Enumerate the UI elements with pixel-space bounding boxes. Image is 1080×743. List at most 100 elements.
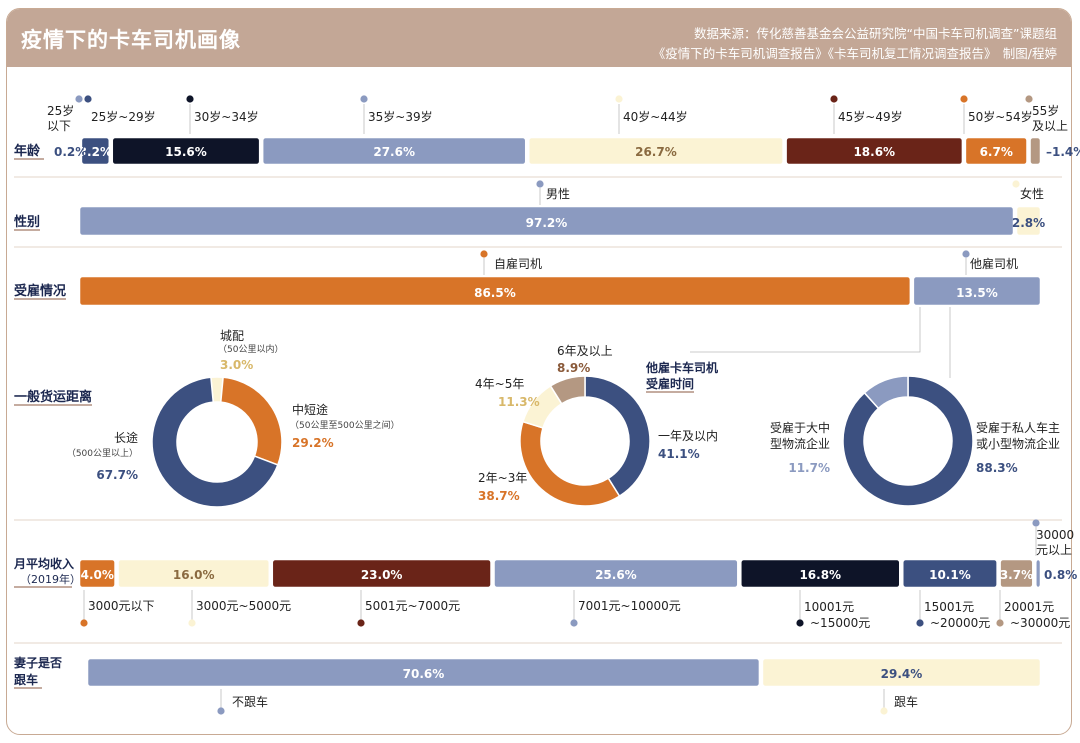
donut-category-label: 型物流企业 <box>770 436 830 451</box>
category-label: 他雇司机 <box>970 256 1018 271</box>
bar-value-label: 25.6% <box>595 568 637 582</box>
bar-value-label: 26.7% <box>635 145 677 159</box>
bar-value-label: 3.7% <box>1000 568 1033 582</box>
category-label: 不跟车 <box>232 694 268 709</box>
donut-category-note: （50公里以内） <box>218 343 283 355</box>
category-label: 10001元 <box>804 600 854 614</box>
row-label: 妻子是否 <box>14 655 62 670</box>
donut-category-label: 中短途 <box>292 402 328 417</box>
row-label: 月平均收入 <box>13 556 74 571</box>
bar-value-label: 70.6% <box>403 667 445 681</box>
donut-value-label: 11.7% <box>788 461 830 475</box>
bar-value-label: 0.2% <box>54 145 87 159</box>
category-label: ~15000元 <box>810 616 870 630</box>
infographic-frame: 疫情下的卡车司机画像 数据来源：传化慈善基金会公益研究院“中国卡车司机调查”课题… <box>6 8 1072 735</box>
donut-value-label: 29.2% <box>292 436 334 450</box>
category-dot <box>1032 519 1040 527</box>
donut-category-label: 6年及以上 <box>557 344 613 358</box>
bar-value-label: 16.0% <box>173 568 215 582</box>
donut-category-label: 受雇于大中 <box>770 420 830 435</box>
bar-value-label: 27.6% <box>373 145 415 159</box>
category-dot <box>360 95 368 103</box>
category-dot <box>880 707 888 715</box>
bar-value-label: 13.5% <box>956 286 998 300</box>
donut-value-label: 11.3% <box>498 395 540 409</box>
category-dot <box>615 95 623 103</box>
bar-value-label: 4.0% <box>81 568 114 582</box>
donut-slice <box>151 376 279 508</box>
category-label: 5001元~7000元 <box>365 599 460 613</box>
category-label: 自雇司机 <box>494 256 542 271</box>
category-label: 45岁~49岁 <box>838 109 903 124</box>
category-label: 50岁~54岁 <box>968 109 1033 124</box>
bar-segment <box>78 275 912 307</box>
category-label: 20001元 <box>1004 600 1054 614</box>
donut-category-label: 2年~3年 <box>478 471 527 485</box>
bar-segment <box>527 136 784 166</box>
donut-category-note: （500公里以上） <box>67 448 138 459</box>
donut-slice <box>842 375 974 507</box>
category-label: 女性 <box>1020 186 1044 201</box>
bar-value-label: 2.8% <box>1012 216 1045 230</box>
donut-category-label: 受雇于私人车主 <box>976 420 1060 435</box>
row-label: 跟车 <box>14 672 38 687</box>
bar-segment <box>261 136 527 166</box>
category-label: 30000 <box>1036 528 1074 542</box>
bar-value-label: –1.4% <box>1046 145 1080 159</box>
category-label: 元以上 <box>1036 543 1072 557</box>
category-label: 30岁~34岁 <box>194 109 259 124</box>
donut-value-label: 38.7% <box>478 489 520 503</box>
bar-segment <box>1015 205 1042 237</box>
bar-segment <box>271 558 492 589</box>
category-label: 40岁~44岁 <box>623 109 688 124</box>
category-label: 55岁 <box>1032 103 1059 118</box>
category-dot <box>80 619 88 627</box>
donut-category-note: （50公里至500公里之间） <box>290 419 400 431</box>
category-label: ~20000元 <box>930 616 990 630</box>
header-banner: 疫情下的卡车司机画像 数据来源：传化慈善基金会公益研究院“中国卡车司机调查”课题… <box>7 9 1071 67</box>
bar-segment <box>117 558 271 589</box>
category-dot <box>960 95 968 103</box>
bar-value-label: 23.0% <box>361 568 403 582</box>
donut-value-label: 67.7% <box>96 468 138 482</box>
bar-segment <box>1035 558 1042 589</box>
bar-value-label: 10.1% <box>929 568 971 582</box>
donut-category-label: 4年~5年 <box>475 377 524 391</box>
category-dot <box>84 95 92 103</box>
category-label: 3000元以下 <box>88 599 155 613</box>
bar-segment <box>1029 136 1042 166</box>
bar-value-label: 6.7% <box>980 145 1013 159</box>
donut-title: 受雇时间 <box>646 376 694 391</box>
category-label: 3000元~5000元 <box>196 599 291 613</box>
category-dot <box>536 180 544 188</box>
bar-value-label: 97.2% <box>526 216 568 230</box>
bar-value-label: 86.5% <box>474 286 516 300</box>
bar-value-label: 15.6% <box>165 145 207 159</box>
connector-line <box>690 307 921 353</box>
bar-segment <box>493 558 739 589</box>
bar-segment <box>78 205 1015 237</box>
category-dot <box>1025 95 1033 103</box>
bar-segment <box>740 558 901 589</box>
donut-value-label: 88.3% <box>976 461 1018 475</box>
row-label: 一般货运距离 <box>14 389 92 405</box>
row-label: 性别 <box>14 214 40 230</box>
category-label: 25岁~29岁 <box>91 109 156 124</box>
bar-segment <box>999 558 1034 589</box>
category-dot <box>357 619 365 627</box>
category-label: 25岁 <box>47 103 74 118</box>
row-label: 受雇情况 <box>14 283 66 299</box>
bar-segment <box>785 136 964 166</box>
category-label: ~30000元 <box>1010 616 1070 630</box>
donut-slice <box>219 376 283 466</box>
category-dot <box>996 619 1004 627</box>
category-dot <box>480 250 488 258</box>
category-dot <box>962 250 970 258</box>
bar-segment <box>78 558 116 589</box>
donut-value-label: 3.0% <box>220 358 253 372</box>
bar-value-label: 18.6% <box>853 145 895 159</box>
bar-value-label: 0.8% <box>1044 568 1077 582</box>
category-dot <box>75 95 83 103</box>
donut-value-label: 41.1% <box>658 447 700 461</box>
bar-segment <box>761 657 1042 688</box>
